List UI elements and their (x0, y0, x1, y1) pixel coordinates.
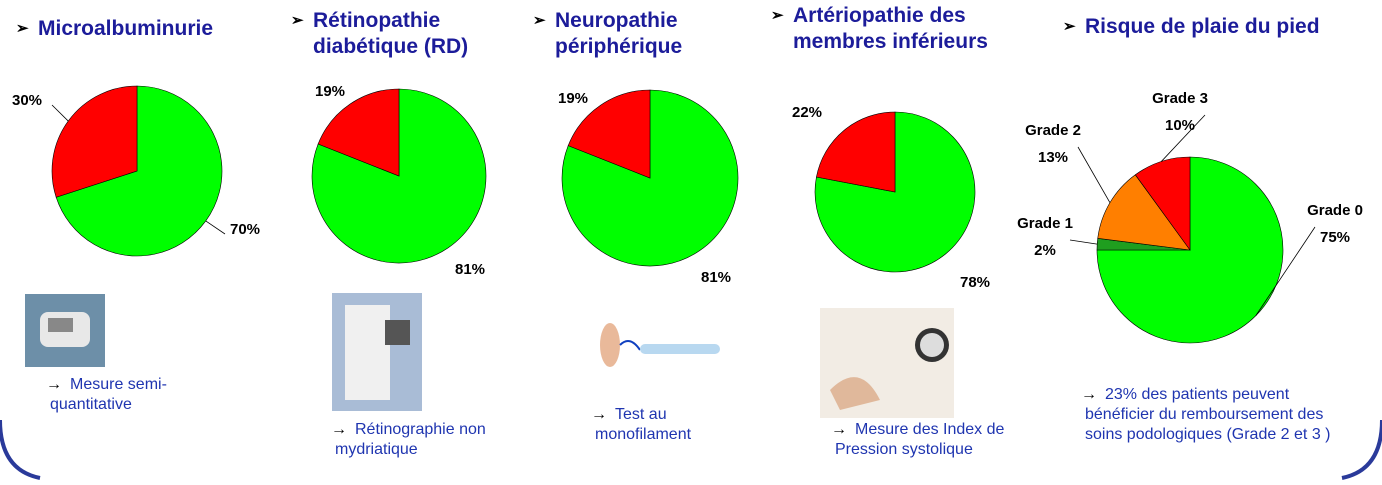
chart-title-text: Neuropathie périphérique (555, 9, 682, 58)
leader-line (1078, 147, 1110, 203)
slice-label: 78% (960, 274, 990, 291)
leader-line (52, 105, 68, 121)
caption-text: Mesure des Index de Pression systolique (835, 421, 1004, 458)
caption: Rétinographie non mydriatique (335, 420, 555, 460)
slice-label: 19% (558, 90, 588, 107)
slice-label: 70% (230, 221, 260, 238)
slice-label: 81% (701, 269, 731, 286)
border (0, 420, 40, 478)
pressure-image (820, 308, 954, 418)
chart-title-text: Rétinopathie diabétique (RD) (313, 9, 468, 58)
chart-title: Microalbuminurie (38, 16, 288, 42)
slice-category: Grade 0 (1307, 202, 1363, 219)
caption: Test au monofilament (595, 405, 745, 445)
caption-text: Test au monofilament (595, 406, 691, 443)
slice-label: 22% (792, 104, 822, 121)
slice-label: 81% (455, 261, 485, 278)
monofilament-image (600, 323, 720, 367)
slice-category: Grade 1 (1017, 215, 1073, 232)
caption-text: 23% des patients peuvent bénéficier du r… (1085, 386, 1330, 443)
chart-title-text: Microalbuminurie (38, 17, 213, 40)
chart-title: Neuropathie périphérique (555, 8, 745, 60)
caption-text: Rétinographie non mydriatique (335, 421, 486, 458)
slice-label: 30% (12, 92, 42, 109)
slide: 70% 30% 81% 19% 81% 19% 78% 22% Grade 0 75% Grade … (0, 0, 1382, 485)
slice-category: Grade 3 (1152, 90, 1208, 107)
chart-title: Rétinopathie diabétique (RD) (313, 8, 533, 60)
chart-title-text: Risque de plaie du pied (1085, 15, 1320, 38)
slice-label: 13% (1038, 149, 1068, 166)
caption: Mesure des Index de Pression systolique (835, 420, 1035, 460)
chart-title: Artériopathie des membres inférieurs (793, 3, 1003, 55)
slice-label: 10% (1165, 117, 1195, 134)
chart-title-text: Artériopathie des membres inférieurs (793, 4, 988, 53)
retinograph-image (332, 293, 422, 411)
caption: Mesure semi-quantitative (50, 375, 230, 415)
leader-line (1070, 240, 1097, 244)
caption-text: Mesure semi-quantitative (50, 376, 167, 413)
caption: 23% des patients peuvent bénéficier du r… (1085, 385, 1350, 445)
slice-label: 2% (1034, 242, 1056, 259)
device-image (25, 294, 105, 367)
leader-line (206, 221, 225, 234)
slice-category: Grade 2 (1025, 122, 1081, 139)
slice-label: 75% (1320, 229, 1350, 246)
chart-title: Risque de plaie du pied (1085, 14, 1325, 40)
slice-label: 19% (315, 83, 345, 100)
